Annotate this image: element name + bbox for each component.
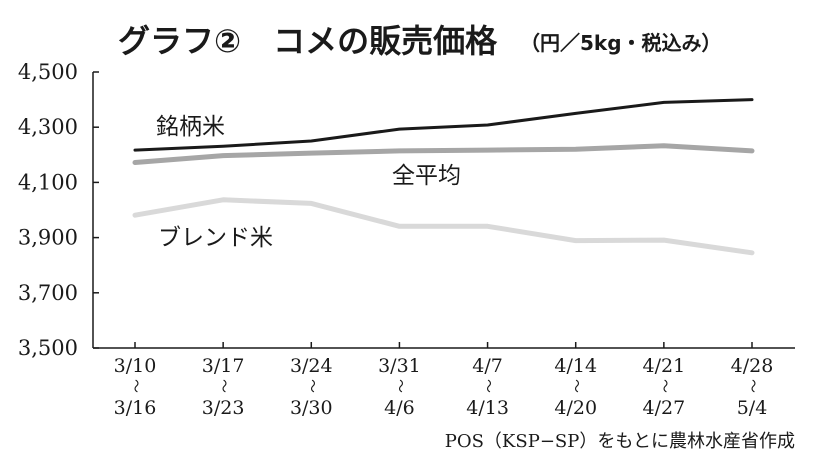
chart-source: POS（KSP−SP）をもとに農林水産省作成 — [445, 431, 795, 452]
x-tick-label-from: 4/14 — [554, 355, 597, 377]
x-tick-label-to: 4/20 — [554, 397, 597, 419]
x-tick-label-to: 4/13 — [466, 397, 509, 419]
x-tick-range-sep: 〜 — [744, 379, 760, 393]
x-tick-label-from: 3/10 — [114, 355, 157, 377]
x-tick-range-sep: 〜 — [480, 379, 496, 393]
chart-subtitle: （円／5kg・税込み） — [520, 31, 722, 55]
x-tick-label-from: 3/24 — [290, 355, 333, 377]
series-label-brand-rice: 銘柄米 — [156, 114, 225, 140]
y-tick-label: 4,500 — [18, 60, 78, 84]
series-lines — [132, 98, 755, 256]
y-tick-label: 4,100 — [18, 170, 78, 194]
x-tick-range-sep: 〜 — [656, 379, 672, 393]
x-tick-label-from: 3/17 — [202, 355, 245, 377]
y-axis: 4,500 4,300 4,100 3,900 3,700 3,500 — [18, 60, 99, 360]
x-tick-range-sep: 〜 — [568, 379, 584, 393]
y-tick-label: 3,900 — [18, 226, 78, 250]
x-tick-range-sep: 〜 — [215, 379, 231, 393]
series-label-blended-rice: ブレンド米 — [158, 225, 273, 251]
y-tick-label: 4,300 — [18, 115, 78, 139]
series-line-brand-rice — [133, 98, 754, 152]
y-ticks: 4,500 4,300 4,100 3,900 3,700 3,500 — [18, 60, 99, 360]
x-tick-label-to: 3/16 — [114, 397, 157, 419]
chart-title: グラフ② コメの販売価格 — [118, 22, 498, 60]
x-tick-label-from: 4/21 — [643, 355, 686, 377]
x-tick-range-sep: 〜 — [127, 379, 143, 393]
x-tick-label-to: 5/4 — [737, 397, 768, 419]
x-tick-label-to: 4/27 — [643, 397, 686, 419]
x-ticks: 3/10 〜 3/16 3/17 〜 3/23 3/24 〜 3/30 3/31 〜 4/6 4/7 〜 4… — [114, 342, 774, 419]
y-tick-label: 3,500 — [18, 336, 78, 360]
x-tick-label-from: 4/28 — [731, 355, 774, 377]
series-label-overall-average: 全平均 — [392, 163, 461, 189]
x-axis: 3/10 〜 3/16 3/17 〜 3/23 3/24 〜 3/30 3/31 〜 4/6 4/7 〜 4… — [93, 342, 795, 419]
x-tick-label-to: 4/6 — [384, 397, 415, 419]
series-line-overall-average — [132, 143, 755, 165]
x-tick-label-to: 3/30 — [290, 397, 333, 419]
series-line-blended-rice — [132, 197, 755, 256]
x-tick-label-from: 4/7 — [472, 355, 503, 377]
x-tick-label-to: 3/23 — [202, 397, 245, 419]
y-tick-label: 3,700 — [18, 281, 78, 305]
x-tick-label-from: 3/31 — [378, 355, 421, 377]
x-tick-range-sep: 〜 — [391, 379, 407, 393]
x-tick-range-sep: 〜 — [303, 379, 319, 393]
